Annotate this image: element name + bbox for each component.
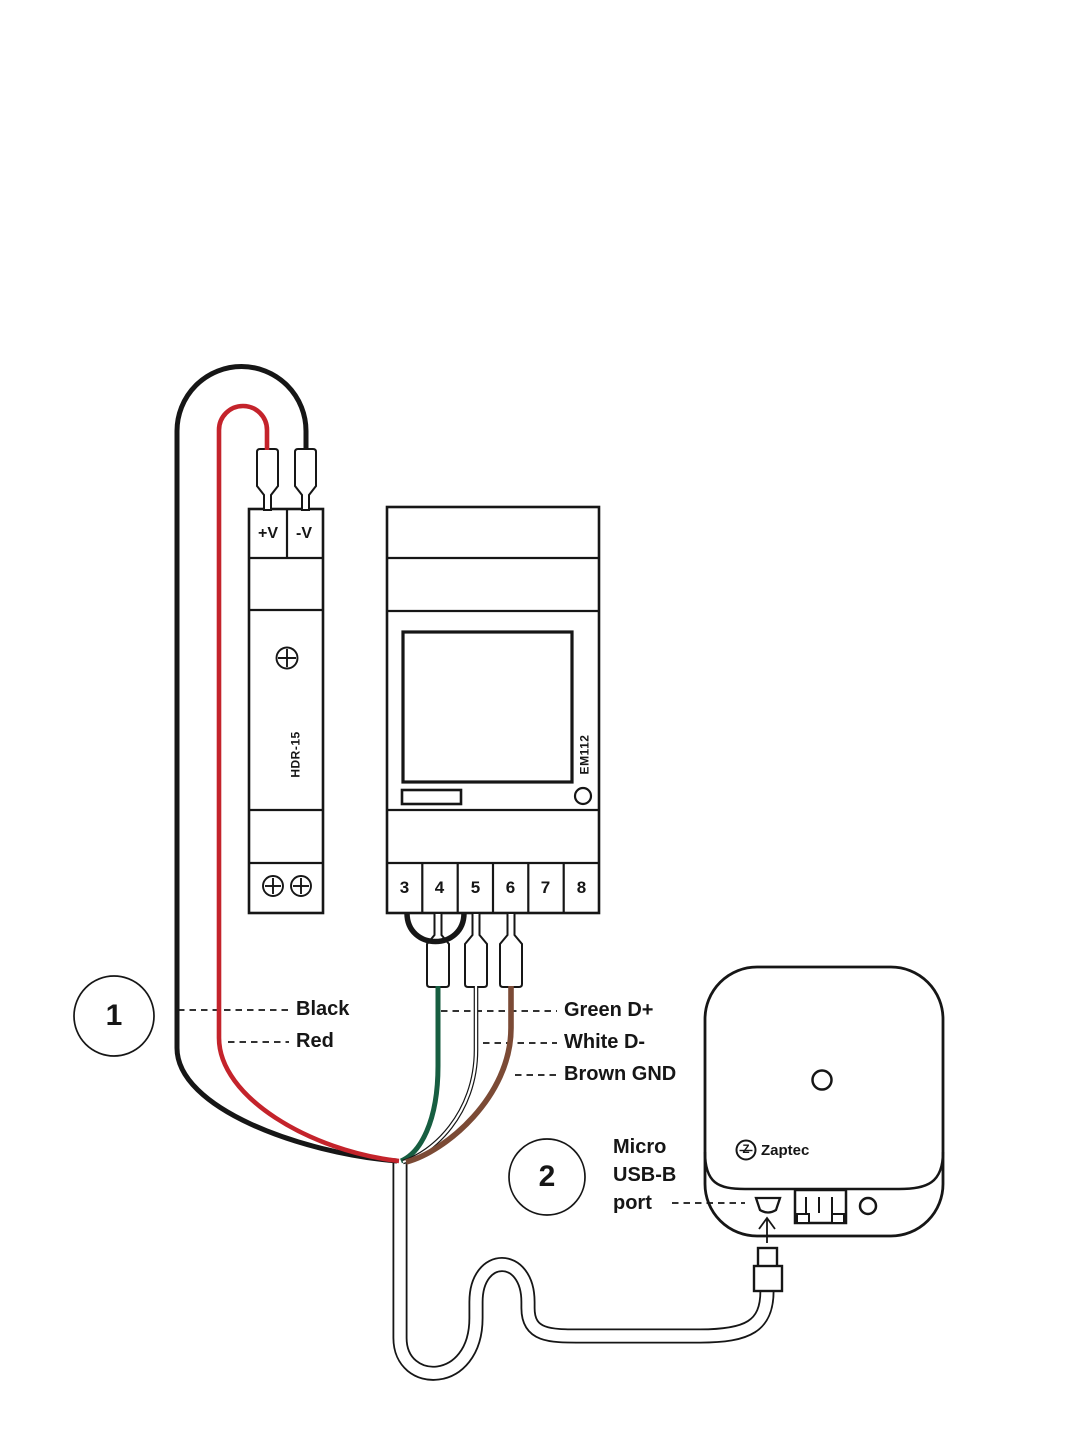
power-supply-outline [247, 507, 325, 915]
meter-button [400, 788, 463, 806]
wire-red [216, 403, 400, 1164]
meter-led [573, 786, 593, 806]
callout-circle-1 [73, 975, 155, 1057]
zaptec-logo-letter: Z [742, 1144, 750, 1156]
ferrule-white [464, 912, 488, 988]
screw-icon [275, 646, 299, 670]
usb-plug [752, 1246, 784, 1293]
callout-2: 2 [538, 1160, 556, 1193]
meter-terminal-7: 7 [540, 878, 551, 897]
ethernet-pins [805, 1197, 833, 1213]
wire-label-brown: Brown GND [564, 1063, 677, 1085]
ethernet-foot [831, 1213, 845, 1224]
zaptec-brand-label: Zaptec [761, 1142, 810, 1159]
meter-terminal-4: 4 [434, 878, 445, 897]
ferrules-bottom [426, 912, 523, 988]
callout-circle-2 [508, 1138, 586, 1216]
ethernet-foot [796, 1213, 810, 1224]
usb-cable [392, 1159, 775, 1381]
ferrule-green [426, 912, 450, 988]
arrow-up-icon [758, 1216, 776, 1243]
meter-outline [385, 505, 601, 915]
meter-terminal-3: 3 [399, 878, 410, 897]
wire-brown [405, 986, 514, 1165]
meter-display [401, 630, 574, 784]
wire-label-red: Red [296, 1030, 334, 1052]
terminal-label-positive: +V [257, 524, 278, 542]
terminal-label-negative: -V [296, 524, 312, 542]
jumper-wire [404, 912, 467, 945]
ferrule-positive [256, 448, 279, 511]
ferrule-brown [499, 912, 523, 988]
wire-label-black: Black [296, 998, 350, 1020]
wire-label-green: Green D+ [564, 999, 654, 1021]
screw-icon [290, 875, 312, 897]
micro-usb-port [754, 1196, 782, 1214]
meter-model-label: EM112 [577, 734, 592, 775]
power-supply-model-label: HDR-15 [288, 731, 303, 778]
zaptec-face-button [811, 1069, 833, 1091]
meter-terminal-8: 8 [576, 878, 587, 897]
usb-port-note: Micro USB-B port [613, 1133, 676, 1217]
ferrule-negative [294, 448, 317, 511]
wire-green [399, 986, 441, 1164]
zaptec-device [703, 965, 945, 1238]
usb-note-line2: USB-B [613, 1164, 677, 1186]
usb-note-line3: port [613, 1192, 652, 1214]
wire-black [174, 364, 398, 1164]
ferrules-top [256, 448, 317, 511]
callout-1: 1 [105, 999, 123, 1032]
zaptec-shell [703, 965, 945, 1238]
usb-note-line1: Micro [613, 1136, 667, 1158]
leader-lines [178, 1009, 557, 1076]
wire-label-white: White D- [564, 1031, 646, 1053]
meter-terminal-6: 6 [505, 878, 516, 897]
reset-hole [858, 1196, 878, 1216]
zaptec-logo-circle [735, 1139, 757, 1161]
meter-terminal-5: 5 [470, 878, 481, 897]
screw-icon [262, 875, 284, 897]
